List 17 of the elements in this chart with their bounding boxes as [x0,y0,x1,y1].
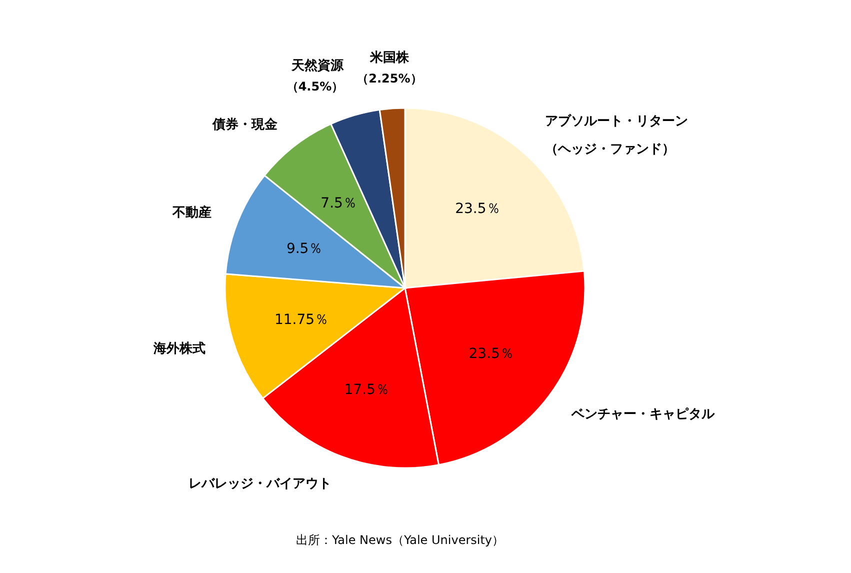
slice-label: 天然資源 [290,58,345,74]
data-label: 9.5％ [286,241,323,258]
data-label: （4.5%） [286,80,344,94]
slice-label: 海外株式 [152,340,206,357]
slice-label: 米国株 [368,50,410,66]
data-label: 23.5％ [455,201,500,218]
slice-label: 不動産 [172,204,212,220]
data-label: 23.5％ [468,346,514,362]
slice-label: アブソルート・リターン（ヘッジ・ファンド） [544,113,688,158]
data-label: 7.5％ [320,196,357,212]
slice-label: レバレッジ・バイアウト [188,476,332,492]
text: 出所：Yale News（Yale University） [296,533,504,547]
data-label: （2.25%） [356,72,422,86]
data-label: 17.5％ [344,382,390,398]
slice-label: 債券・現金 [212,118,279,133]
slice-label: ベンチャー・キャピタル [570,406,716,422]
data-label: 11.75％ [274,312,329,328]
